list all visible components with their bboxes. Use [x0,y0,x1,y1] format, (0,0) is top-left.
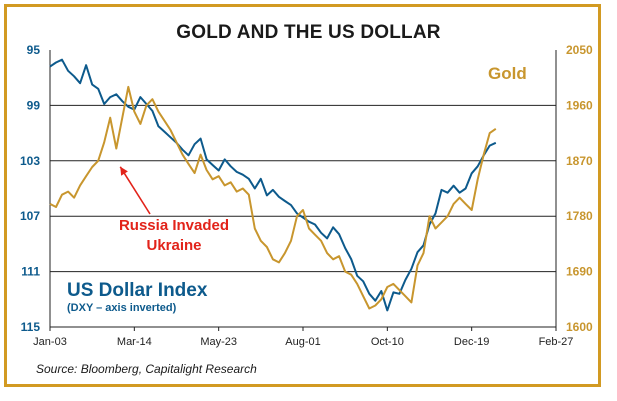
x-tick-label: Dec-19 [454,336,489,348]
y-left-tick-label: 95 [27,43,41,57]
annotation-text: Russia Invaded Ukraine [104,216,244,256]
y-right-tick-label: 2050 [566,43,593,57]
y-left-tick-label: 111 [21,265,40,279]
chart-frame [4,4,601,387]
x-tick-label: Jan-03 [33,336,67,348]
gold-series-line [49,85,497,310]
y-left-tick-label: 99 [27,98,41,112]
y-right-tick-label: 1780 [566,209,593,223]
y-right-tick-label: 1960 [566,98,593,112]
annotation-line-1: Russia Invaded [118,217,230,234]
y-right-tick-label: 1690 [566,265,593,279]
y-left-tick-label: 107 [20,209,40,223]
x-tick-label: Feb-27 [539,336,574,348]
y-left-tick-label: 115 [21,320,41,334]
source-note: Source: Bloomberg, Capitalight Research [36,362,257,376]
y-right-tick-label: 1600 [566,320,593,334]
chart-title: GOLD AND THE US DOLLAR [176,22,441,43]
annotation-arrow-head [120,166,128,176]
x-tick-label: May-23 [200,336,237,348]
annotation-arrow-line [119,166,151,215]
y-left-tick-label: 103 [20,154,40,168]
legend-usd-sublabel: (DXY – axis inverted) [67,302,177,314]
legend-gold-label: Gold [488,64,527,83]
usd-series-line [49,58,497,312]
x-tick-label: Aug-01 [285,336,320,348]
annotation-line-2: Ukraine [146,237,202,254]
legend-usd-label: US Dollar Index [67,280,208,301]
y-right-tick-label: 1870 [566,154,593,168]
x-tick-label: Oct-10 [371,336,404,348]
x-tick-label: Mar-14 [117,336,152,348]
